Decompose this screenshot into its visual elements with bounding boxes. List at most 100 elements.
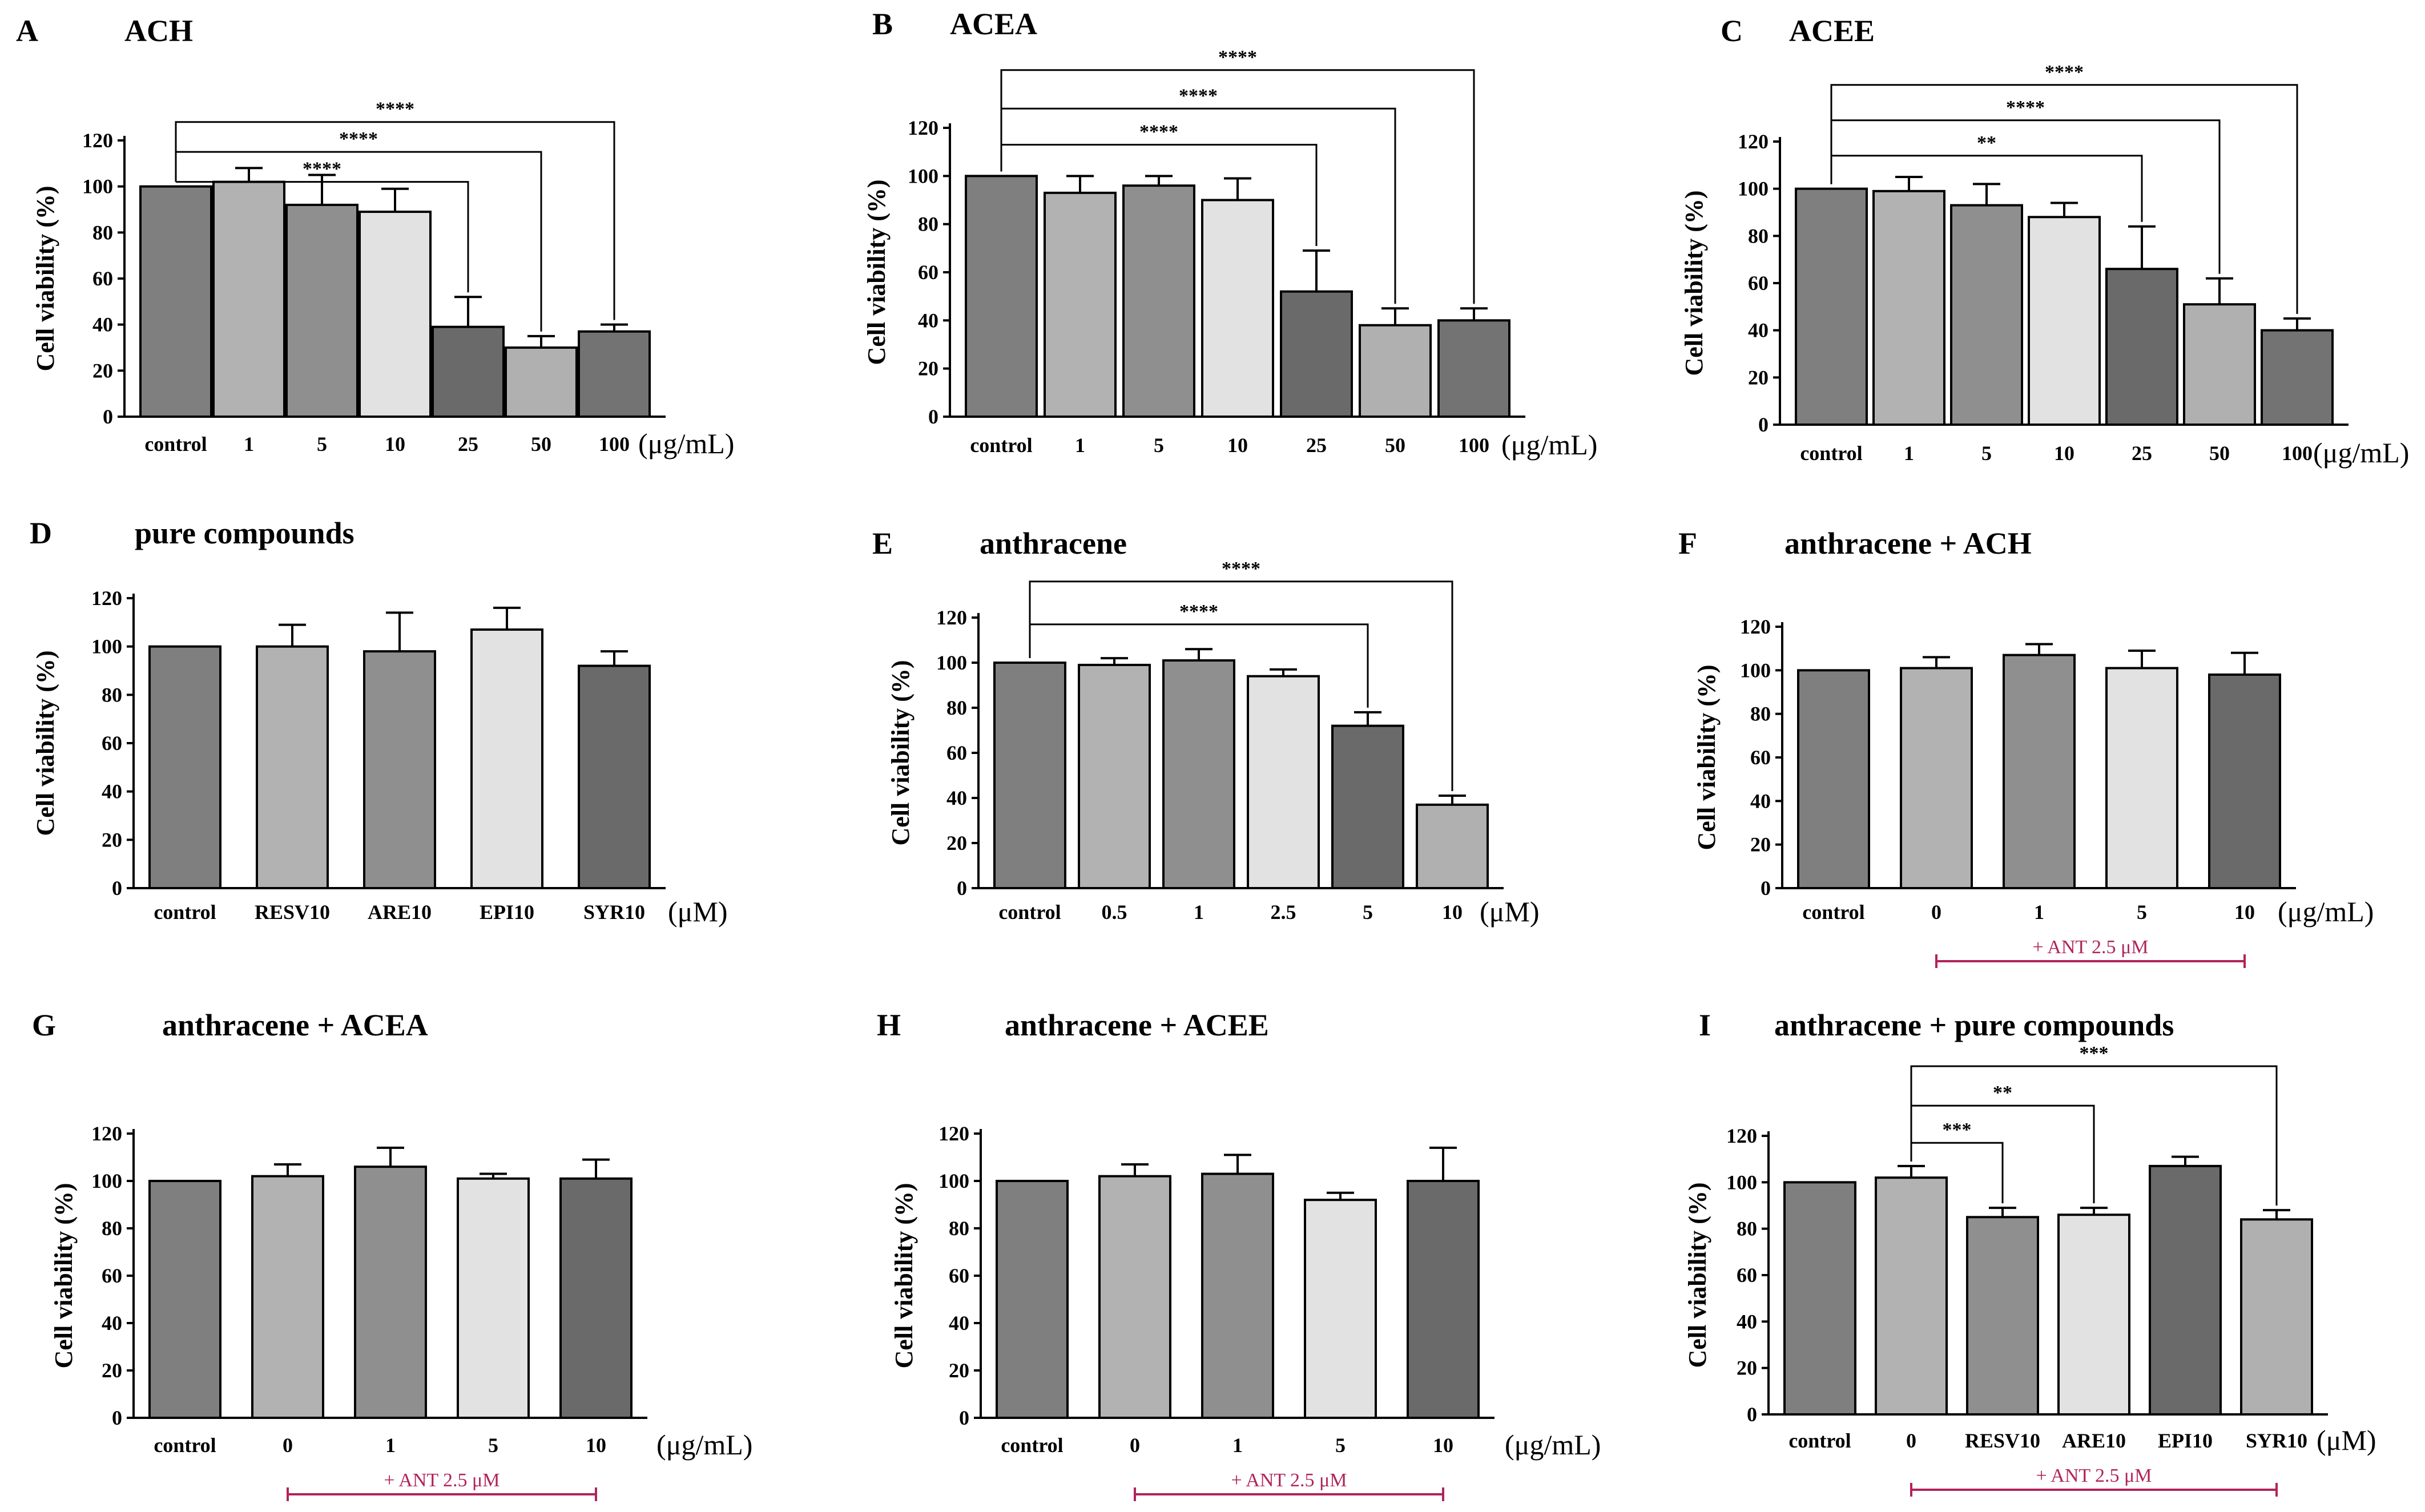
x-tick-label: 0.5	[1102, 901, 1127, 924]
y-tick-label: 100	[91, 635, 122, 658]
y-axis-label: Cell viability (%)	[31, 650, 59, 836]
y-axis-label: Cell viability (%)	[1680, 190, 1708, 376]
x-tick-label: 0	[283, 1434, 293, 1457]
y-tick-label: 80	[918, 213, 938, 236]
bar-1	[1162, 659, 1235, 890]
x-tick-label: 25	[1306, 434, 1327, 457]
x-tick-label: control	[1802, 901, 1864, 924]
y-tick-label: 60	[1737, 1264, 1757, 1287]
significance-label: ****	[376, 99, 414, 120]
x-tick-label: control	[998, 901, 1061, 924]
unit-label: (μM)	[2317, 1424, 2376, 1456]
bar-25	[432, 325, 505, 418]
x-tick-label: 2.5	[1271, 901, 1296, 924]
y-tick-label: 60	[102, 1264, 122, 1287]
bar-2.5	[1247, 675, 1320, 889]
x-tick-label: 1	[1904, 442, 1914, 465]
treatment-label: + ANT 2.5 μM	[384, 1470, 499, 1491]
bar-10	[358, 211, 432, 418]
y-axis-label: Cell viability (%)	[1683, 1182, 1711, 1368]
x-tick-label: 10	[2054, 442, 2074, 465]
y-tick-label: 80	[102, 1217, 122, 1240]
bar-5	[457, 1177, 530, 1420]
x-tick-label: 1	[1075, 434, 1085, 457]
x-tick-label: 10	[586, 1434, 606, 1457]
unit-label: (μM)	[668, 896, 728, 928]
y-tick-label: 60	[946, 741, 967, 764]
x-tick-label: 100	[599, 433, 630, 455]
significance-bracket	[1910, 1065, 2278, 1206]
unit-label: (μg/mL)	[2278, 896, 2374, 928]
y-tick-label: 60	[92, 267, 113, 290]
y-tick-label: 0	[928, 405, 938, 428]
y-tick-label: 0	[959, 1406, 969, 1429]
x-tick-label: ARE10	[2062, 1429, 2126, 1452]
significance-label: ***	[1943, 1119, 1972, 1140]
panel-b: B ACEA 0 20 40 60 80 100 120 Cell viability (%) co…	[863, 7, 1597, 461]
x-tick-label: 25	[458, 433, 478, 455]
x-tick-label: SYR10	[2246, 1429, 2307, 1452]
x-tick-label: 50	[1385, 434, 1405, 457]
x-tick-label: 5	[2137, 901, 2147, 924]
y-tick-label: 60	[1748, 272, 1769, 295]
bar-1	[354, 1166, 427, 1419]
x-tick-label: 0	[1931, 901, 1941, 924]
y-tick-label: 20	[102, 1359, 122, 1382]
y-tick-label: 40	[102, 1312, 122, 1334]
y-tick-label: 80	[1748, 224, 1769, 247]
y-tick-label: 40	[92, 313, 113, 336]
bar-control	[148, 645, 221, 889]
x-tick-label: 25	[2132, 442, 2152, 465]
y-tick-label: 0	[1747, 1403, 1757, 1426]
y-tick-label: 0	[112, 1406, 122, 1429]
y-tick-label: 120	[938, 1122, 969, 1145]
significance-label: ****	[339, 128, 378, 150]
y-tick-label: 60	[949, 1264, 969, 1287]
y-tick-label: 80	[946, 696, 967, 719]
bar-0	[1875, 1176, 1948, 1416]
bar-control	[1795, 187, 1868, 426]
y-tick-label: 80	[92, 221, 113, 244]
significance-label: ****	[2045, 62, 2084, 83]
bar-0	[1098, 1175, 1171, 1419]
y-tick-label: 20	[1750, 833, 1771, 856]
y-tick-label: 120	[936, 606, 967, 629]
x-tick-label: control	[144, 433, 207, 455]
y-tick-label: 100	[82, 175, 113, 198]
y-tick-label: 100	[938, 1170, 969, 1192]
bar-resv10	[1966, 1216, 2039, 1416]
significance-label: ***	[2080, 1043, 2109, 1064]
x-tick-label: 100	[2282, 442, 2313, 465]
significance-label: ****	[1139, 122, 1178, 143]
panel-letter: I	[1699, 1008, 1711, 1042]
x-tick-label: 0	[1906, 1429, 1916, 1452]
x-tick-label: 10	[1433, 1434, 1453, 1457]
y-tick-label: 100	[908, 164, 938, 187]
bar-epi10	[2149, 1164, 2222, 1416]
bar-5	[285, 203, 358, 418]
bar-5	[1304, 1199, 1377, 1419]
y-tick-label: 40	[918, 309, 938, 332]
bar-50	[1359, 324, 1432, 418]
significance-bracket	[175, 121, 615, 320]
bar-100	[578, 330, 651, 418]
unit-label: (μM)	[1480, 896, 1540, 928]
significance-label: **	[1993, 1082, 2012, 1103]
bar-5	[1950, 204, 2023, 426]
x-tick-label: 50	[2209, 442, 2230, 465]
significance-label: ****	[1179, 85, 1218, 106]
unit-label: (μg/mL)	[656, 1429, 752, 1461]
y-tick-label: 60	[102, 732, 122, 755]
bar-100	[2261, 329, 2334, 426]
bar-1	[1872, 189, 1945, 426]
significance-label: ****	[1222, 558, 1260, 579]
panel-letter: B	[872, 7, 893, 41]
bar-10	[2028, 216, 2101, 426]
x-tick-label: 5	[488, 1434, 498, 1457]
y-tick-label: 80	[1750, 703, 1771, 725]
